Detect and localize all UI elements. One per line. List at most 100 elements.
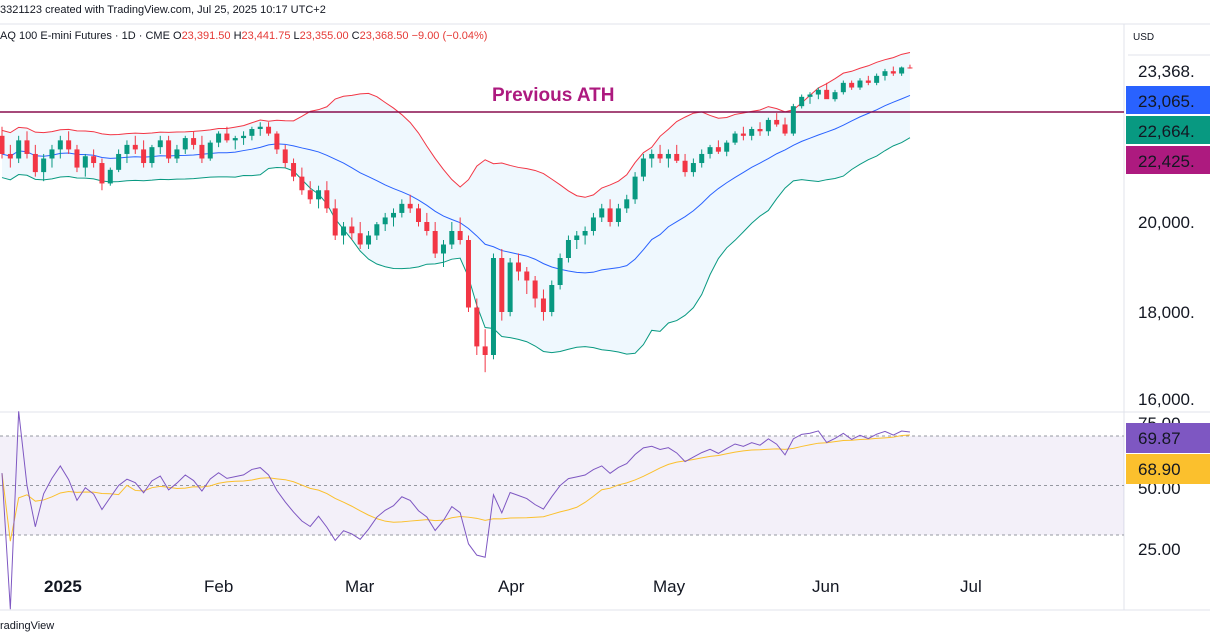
candle-body <box>524 271 530 281</box>
ohlc-legend: AQ 100 E-mini Futures · 1D · CME O23,391… <box>0 30 487 42</box>
open-label: O <box>173 30 182 42</box>
close-value: 23,368.50 <box>359 30 409 42</box>
candle-body <box>432 231 438 254</box>
high-label: H <box>233 30 242 42</box>
rsi-value-label: 69.87 <box>1138 429 1181 448</box>
candle-body <box>474 307 480 347</box>
rsi-ma-value-label: 68.90 <box>1138 460 1181 479</box>
candle-body <box>790 106 796 134</box>
bollinger-lower <box>1 137 911 355</box>
candle-body <box>732 133 738 143</box>
close-label: C <box>351 30 360 42</box>
price-marker-box <box>1126 146 1210 174</box>
low-label: L <box>293 30 300 42</box>
candle-body <box>649 153 655 159</box>
candle-body <box>249 129 255 136</box>
rsi-ma-value-box <box>1126 454 1210 484</box>
candle-body <box>16 140 22 159</box>
high-value: 23,441.75 <box>241 30 291 42</box>
candle-body <box>465 240 471 308</box>
candle-body <box>515 262 521 272</box>
candle-body <box>815 89 821 95</box>
candle-body <box>341 226 347 236</box>
rsi-tick-label: 25.00 <box>1138 540 1181 559</box>
chart-credit: 3321123 created with TradingView.com, Ju… <box>0 4 326 16</box>
candle-body <box>657 153 663 159</box>
price-tick-label: 20,000. <box>1138 213 1195 232</box>
candle-body <box>599 208 605 218</box>
candle-body <box>116 153 122 170</box>
candle-body <box>482 346 488 355</box>
candle-body <box>907 67 913 69</box>
time-label: May <box>653 577 686 596</box>
bollinger-upper <box>1 52 911 198</box>
candle-body <box>274 133 280 150</box>
candle-body <box>632 176 638 200</box>
candle-body <box>224 133 230 141</box>
candle-body <box>707 147 713 154</box>
candle-body <box>682 160 688 173</box>
candle-body <box>507 262 513 312</box>
rsi-ma-line <box>1 434 910 542</box>
price-tick-label: 18,000. <box>1138 303 1195 322</box>
price-marker-label: 22,664. <box>1138 122 1195 141</box>
candle-body <box>740 133 746 136</box>
candle-body <box>41 158 47 173</box>
candle-body <box>865 80 871 83</box>
candle-body <box>440 244 446 254</box>
candle-body <box>24 140 30 154</box>
candle-body <box>166 140 172 159</box>
candle-body <box>82 156 88 168</box>
candle-body <box>765 119 771 132</box>
currency-label[interactable]: USD <box>1133 32 1155 43</box>
candle-body <box>324 190 330 209</box>
candle-body <box>266 126 272 134</box>
candle-body <box>799 96 805 107</box>
candle-body <box>0 135 5 154</box>
candle-body <box>291 163 297 177</box>
time-label: Jun <box>812 577 839 596</box>
candle-body <box>832 92 838 100</box>
candle-body <box>565 240 571 258</box>
candle-body <box>490 258 496 355</box>
price-marker-label: 23,368. <box>1138 62 1195 81</box>
symbol-name[interactable]: AQ 100 E-mini Futures · 1D · CME <box>0 30 170 42</box>
candle-body <box>640 158 646 177</box>
candle-body <box>57 140 63 150</box>
candle-body <box>149 147 155 164</box>
candle-body <box>132 144 138 150</box>
time-label: Feb <box>204 577 233 596</box>
price-marker-box <box>1126 116 1210 144</box>
candle-body <box>674 153 680 161</box>
candle-body <box>574 235 580 240</box>
change-value: −9.00 (−0.04%) <box>411 30 488 42</box>
candle-body <box>540 298 546 312</box>
candle-body <box>357 233 363 245</box>
low-value: 23,355.00 <box>299 30 349 42</box>
candle-body <box>749 129 755 136</box>
candle-body <box>349 226 355 234</box>
candle-body <box>890 71 896 74</box>
ath-line: Previous ATH <box>0 85 1124 113</box>
candle-body <box>690 163 696 173</box>
candle-body <box>607 208 613 222</box>
candle-body <box>332 208 338 236</box>
candle-body <box>141 149 147 164</box>
candle-body <box>882 71 888 76</box>
candle-body <box>615 208 621 222</box>
candle-body <box>191 138 197 145</box>
candle-body <box>257 126 263 130</box>
candle-body <box>532 280 538 299</box>
candle-body <box>849 82 855 88</box>
candle-body <box>124 144 130 154</box>
candle-body <box>424 222 430 231</box>
time-label: Mar <box>345 577 375 596</box>
candle-body <box>299 176 305 191</box>
candle-body <box>457 231 463 240</box>
tradingview-watermark: radingView <box>0 620 55 632</box>
candle-body <box>241 135 247 139</box>
candle-body <box>207 142 213 159</box>
open-value: 23,391.50 <box>181 30 231 42</box>
candle-body <box>49 149 55 159</box>
